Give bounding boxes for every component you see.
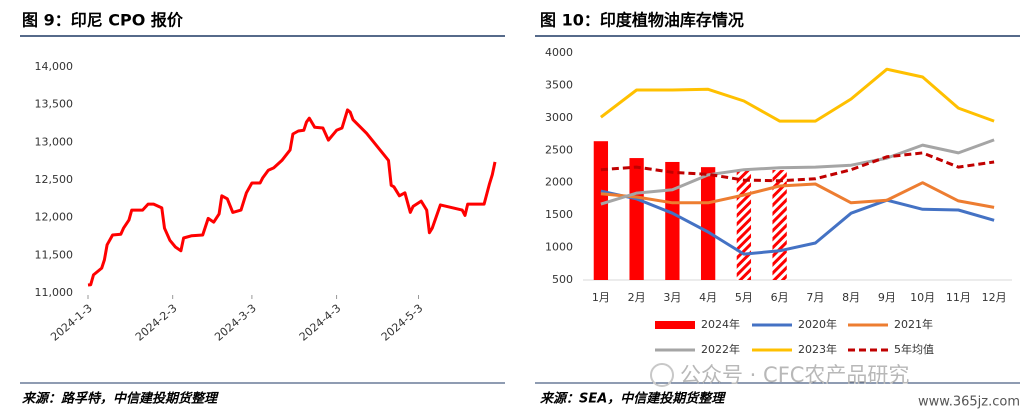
y-tick-label: 500: [552, 273, 573, 286]
watermark: 公众号 · CFC农产品研究: [680, 363, 909, 387]
line: [600, 181, 995, 209]
x-tick-label: 6月: [771, 291, 789, 304]
y-tick-label: 2500: [545, 143, 573, 156]
y-tick-label: 1000: [545, 241, 573, 254]
legend-label: 2021年: [894, 317, 933, 331]
bar: [700, 167, 716, 280]
x-tick-label: 7月: [806, 291, 824, 304]
x-tick-label: 9月: [878, 291, 896, 304]
legend-label: 2023年: [798, 342, 837, 356]
x-tick-label: 10月: [910, 291, 935, 304]
legend-label: 2024年: [701, 317, 740, 331]
y-tick-label: 4000: [545, 46, 573, 59]
line: [600, 189, 995, 256]
x-tick-label: 11月: [946, 291, 971, 304]
legend-swatch: [655, 321, 695, 329]
x-tick-label: 4月: [699, 291, 717, 304]
x-tick-label: 8月: [842, 291, 860, 304]
x-tick-label: 2024-2-3: [133, 302, 180, 344]
x-tick-label: 2月: [628, 291, 646, 304]
y-tick-label: 2000: [545, 176, 573, 189]
line: [87, 108, 497, 287]
legend-label: 5年均值: [894, 342, 934, 356]
y-tick-label: 12,000: [35, 211, 74, 224]
line: [600, 151, 995, 183]
legend-label: 2020年: [798, 317, 837, 331]
bar: [629, 158, 644, 280]
y-tick-label: 12,500: [35, 173, 74, 186]
watermark-icon: [650, 363, 674, 387]
bar: [736, 170, 752, 280]
watermark: www.365jz.com: [918, 395, 1020, 410]
bar: [665, 161, 680, 280]
x-tick-label: 12月: [982, 291, 1007, 304]
y-tick-label: 11,000: [35, 286, 74, 299]
line: [599, 67, 995, 123]
x-tick-label: 1月: [592, 291, 610, 304]
source: 来源：路孚特，中信建投期货整理: [22, 391, 219, 407]
chart-title: 图 9：印尼 CPO 报价: [22, 11, 184, 30]
x-tick-label: 2024-1-3: [48, 302, 95, 344]
y-tick-label: 1500: [545, 208, 573, 221]
legend-label: 2022年: [701, 342, 740, 356]
x-tick-label: 2024-3-3: [212, 302, 259, 344]
source: 来源：SEA，中信建投期货整理: [540, 391, 726, 407]
y-tick-label: 13,500: [35, 98, 74, 111]
y-tick-label: 3500: [545, 78, 573, 91]
line: [600, 138, 995, 206]
x-tick-label: 2024-4-3: [297, 302, 344, 344]
x-tick-label: 3月: [663, 291, 681, 304]
y-tick-label: 3000: [545, 111, 573, 124]
bar: [593, 141, 609, 280]
y-tick-label: 14,000: [35, 60, 74, 73]
x-tick-label: 5月: [735, 291, 753, 304]
y-tick-label: 13,000: [35, 135, 74, 148]
y-tick-label: 11,500: [35, 248, 74, 261]
x-tick-label: 2024-5-3: [379, 302, 426, 344]
chart-title: 图 10：印度植物油库存情况: [540, 11, 744, 30]
